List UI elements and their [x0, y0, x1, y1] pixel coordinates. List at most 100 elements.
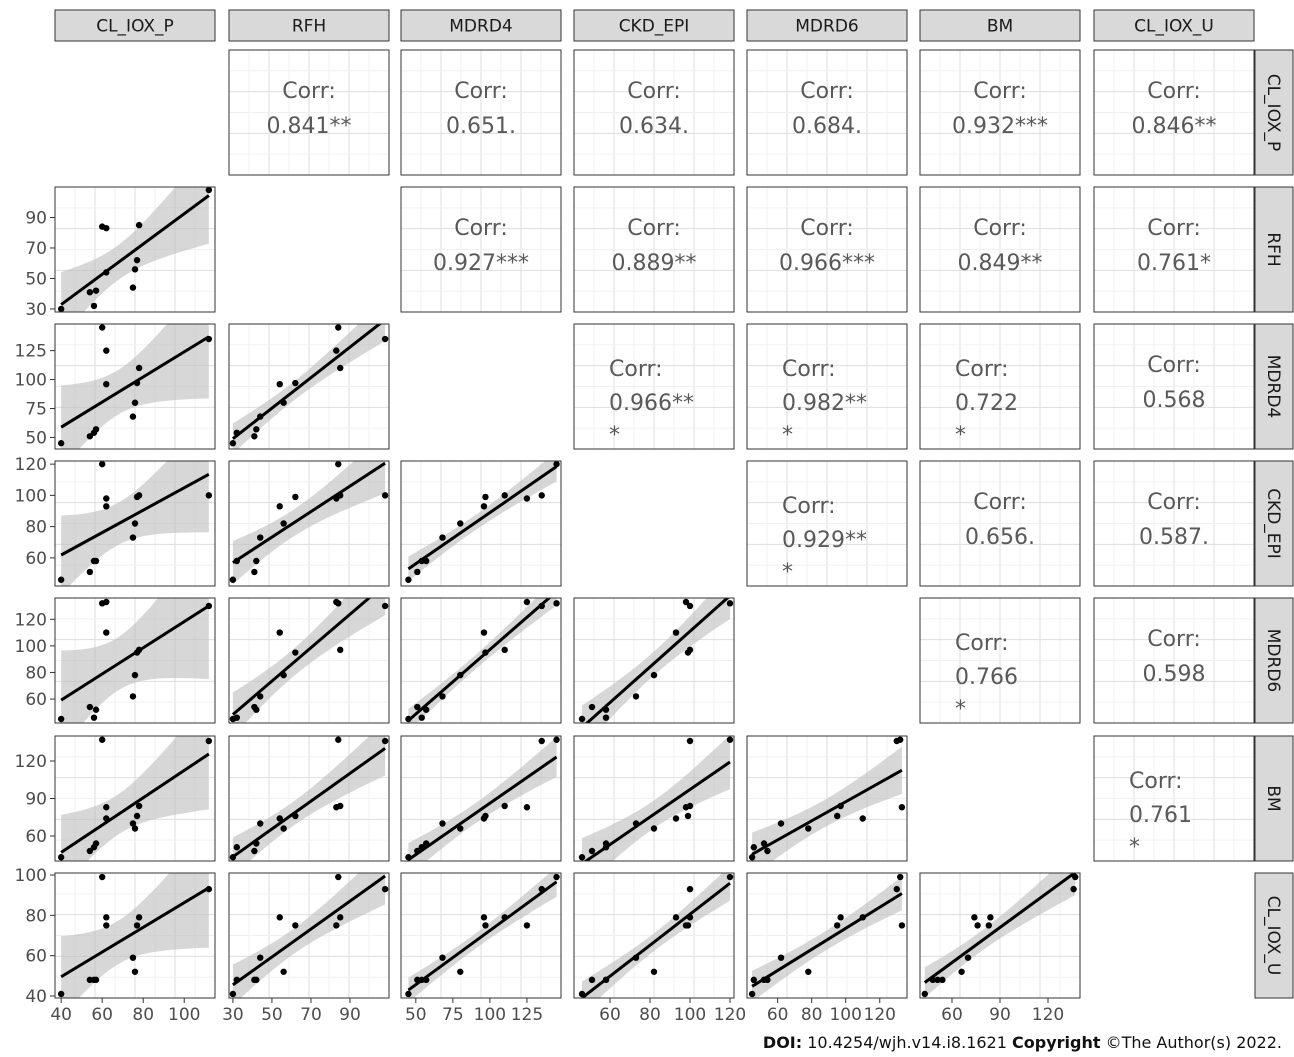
data-point: [229, 854, 237, 861]
data-point: [381, 737, 389, 745]
data-point: [482, 922, 489, 929]
data-point: [748, 990, 756, 998]
data-point: [686, 914, 694, 921]
corr-label: Corr:: [1147, 490, 1201, 515]
data-point: [985, 922, 992, 929]
corr-label: Corr:: [955, 357, 1009, 382]
strip-top-label-bm: BM: [987, 17, 1013, 37]
regression-line: [407, 880, 558, 992]
data-point: [92, 287, 100, 294]
x-tick-label: 80: [132, 1005, 154, 1025]
strip-top-rfh: [228, 9, 390, 42]
y-tick-label: 60: [25, 827, 47, 847]
corr-extra: *: [782, 560, 793, 585]
data-point: [482, 649, 489, 656]
data-point: [578, 990, 586, 998]
data-point: [253, 557, 260, 565]
data-point: [414, 568, 421, 576]
data-point: [588, 847, 596, 855]
citation-footer: DOI: 10.4254/wjh.v14.i8.1621 Copyright ©…: [763, 1033, 1282, 1052]
data-point: [501, 646, 508, 654]
y-tick-label: 60: [25, 690, 47, 710]
panel-border: [228, 597, 390, 724]
panel-border: [54, 597, 216, 724]
strip-top-label-cl-iox-p: CL_IOX_P: [96, 17, 174, 37]
data-point: [686, 802, 694, 810]
data-point: [750, 976, 758, 984]
data-point: [859, 815, 866, 822]
data-point: [131, 399, 139, 406]
data-point: [553, 736, 560, 743]
data-point: [602, 706, 610, 713]
data-point: [958, 968, 965, 975]
data-point: [86, 847, 94, 855]
data-point: [418, 714, 425, 721]
data-point: [418, 557, 425, 565]
corr-value: 0.598: [1143, 662, 1206, 687]
corr-value: 0.761: [1129, 803, 1192, 828]
strip-right-label-mdrd6: MDRD6: [1263, 629, 1283, 692]
data-point: [292, 493, 299, 501]
data-point: [98, 873, 106, 881]
y-tick-label: 100: [15, 371, 47, 391]
y-tick-label: 90: [25, 790, 47, 810]
panel-marks: [578, 598, 734, 723]
data-point: [934, 976, 941, 984]
x-tick-label: 120: [714, 1005, 746, 1025]
x-tick-label: 30: [222, 1005, 244, 1025]
panel-border: [573, 186, 735, 313]
corr-extra: *: [955, 697, 966, 722]
data-point: [578, 854, 586, 861]
data-point: [276, 629, 283, 636]
data-point: [292, 379, 299, 387]
regression-line: [60, 473, 210, 557]
strip-top-cl-iox-u: [1093, 9, 1255, 42]
data-point: [686, 885, 694, 893]
data-point: [381, 885, 389, 893]
data-point: [103, 495, 110, 502]
corr-label: Corr:: [1147, 627, 1201, 652]
data-point: [90, 302, 98, 310]
data-point: [276, 380, 283, 388]
corr-label: Corr:: [609, 357, 663, 382]
corr-value: 0.846**: [1132, 114, 1217, 139]
data-point: [523, 495, 531, 502]
regression-line: [584, 598, 730, 723]
x-tick-label: 60: [767, 1005, 789, 1025]
data-point: [834, 922, 841, 929]
data-point: [133, 256, 141, 264]
panel-border: [573, 597, 735, 724]
data-point: [457, 671, 464, 679]
panel-marks: [578, 873, 734, 998]
x-tick-label: 70: [300, 1005, 322, 1025]
data-point: [280, 968, 287, 975]
data-point: [276, 815, 283, 822]
data-point: [131, 266, 139, 273]
corr-label: Corr:: [973, 490, 1027, 515]
corr-value: 0.966**: [609, 391, 694, 416]
data-point: [233, 844, 241, 851]
data-point: [418, 844, 425, 851]
data-point: [92, 706, 100, 713]
data-point: [335, 324, 342, 331]
data-point: [129, 954, 137, 961]
data-point: [405, 990, 412, 998]
panel-marks: [229, 736, 389, 861]
data-point: [632, 820, 640, 827]
data-point: [422, 976, 430, 984]
corr-value: 0.656.: [965, 525, 1035, 550]
data-point: [414, 847, 421, 855]
data-point: [672, 914, 680, 921]
panel-border: [746, 186, 908, 313]
panel-marks: [405, 461, 560, 583]
panel-marks: [405, 873, 560, 998]
data-point: [726, 873, 734, 881]
y-tick-label: 80: [25, 906, 47, 926]
data-point: [280, 825, 287, 832]
data-point: [898, 922, 906, 929]
x-tick-label: 125: [511, 1005, 543, 1025]
data-point: [726, 736, 734, 743]
data-point: [805, 825, 812, 832]
corr-value: 0.651.: [446, 114, 516, 139]
panel-border: [573, 735, 735, 862]
